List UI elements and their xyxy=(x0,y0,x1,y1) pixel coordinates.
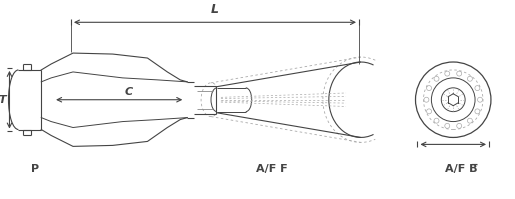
Text: A/F F: A/F F xyxy=(256,164,287,174)
Text: C: C xyxy=(125,87,133,97)
Text: L: L xyxy=(211,3,219,16)
Text: T: T xyxy=(0,95,6,105)
Text: P: P xyxy=(31,164,39,174)
Text: A/F B̅: A/F B̅ xyxy=(445,164,477,174)
